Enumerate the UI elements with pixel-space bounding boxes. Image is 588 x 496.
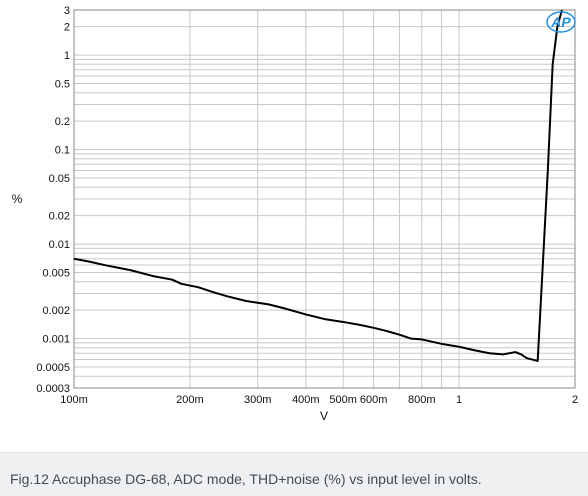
- y-tick-label: 0.005: [42, 268, 70, 280]
- y-tick-label: 1: [64, 50, 70, 62]
- y-tick-label: 0.1: [55, 145, 70, 157]
- x-tick-label: 400m: [292, 394, 320, 406]
- ap-logo-text: AP: [550, 14, 571, 30]
- y-tick-labels: 3 2 1 0.5 0.2 0.1 0.05 0.02 0.01 0.005 0.002 0.001 0…: [36, 5, 70, 395]
- y-axis-label: %: [12, 192, 23, 206]
- y-tick-label: 0.02: [49, 211, 70, 223]
- y-tick-label: 0.5: [55, 79, 70, 91]
- x-tick-label: 200m: [176, 394, 204, 406]
- x-tick-label: 300m: [244, 394, 272, 406]
- thd-noise-chart: 3 2 1 0.5 0.2 0.1 0.05 0.02 0.01 0.005 0.002 0.001 0…: [12, 5, 578, 423]
- plot-frame: [73, 9, 576, 389]
- x-tick-label: 600m: [360, 394, 388, 406]
- ap-logo: AP: [546, 11, 576, 33]
- series-line-thd-noise: [73, 9, 563, 362]
- y-tick-label: 0.0003: [36, 383, 70, 395]
- x-tick-label: 100m: [60, 394, 88, 406]
- y-tick-label: 0.01: [49, 239, 70, 251]
- y-tick-label: 2: [64, 22, 70, 34]
- x-tick-labels: 100m 200m 300m 400m 500m 600m 800m 1 2: [60, 394, 578, 406]
- figure-caption: Fig.12 Accuphase DG-68, ADC mode, THD+no…: [10, 471, 482, 487]
- x-tick-label: 500m: [329, 394, 357, 406]
- ap-logo-swoosh: [546, 11, 576, 33]
- caption-band: Fig.12 Accuphase DG-68, ADC mode, THD+no…: [0, 452, 588, 496]
- y-tick-label: 3: [64, 5, 70, 17]
- y-tick-label: 0.0005: [36, 362, 70, 374]
- y-tick-label: 0.001: [42, 334, 70, 346]
- x-tick-label: 1: [456, 394, 462, 406]
- x-tick-label: 2: [572, 394, 578, 406]
- y-tick-label: 0.002: [42, 305, 70, 317]
- x-tick-label: 800m: [408, 394, 436, 406]
- grid: [73, 9, 576, 389]
- y-tick-label: 0.2: [55, 116, 70, 128]
- x-axis-label: V: [320, 409, 328, 423]
- y-tick-label: 0.05: [49, 173, 70, 185]
